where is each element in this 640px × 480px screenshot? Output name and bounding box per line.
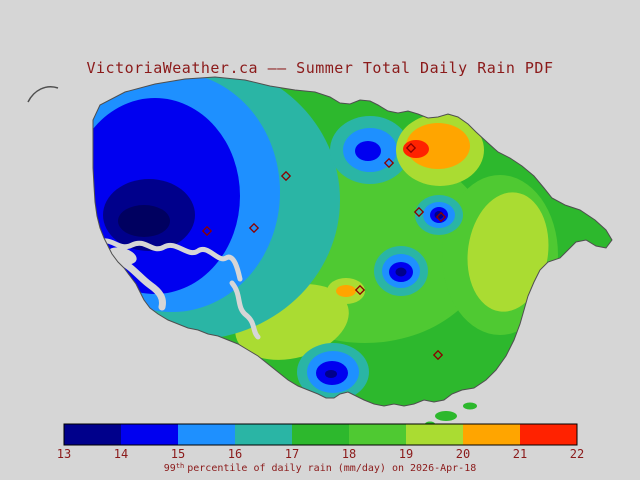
coastline-fragment	[27, 86, 59, 103]
island	[435, 411, 457, 421]
colorbar-tick: 19	[399, 447, 413, 461]
island	[463, 402, 477, 410]
colorbar-tick: 14	[114, 447, 128, 461]
station-marker	[248, 222, 260, 234]
colorbar-segment	[406, 424, 463, 445]
colorbar-segment	[292, 424, 349, 445]
colorbar-tick: 22	[570, 447, 584, 461]
colorbar-segment	[349, 424, 406, 445]
contour-band	[467, 192, 549, 312]
inlet-waterway	[93, 238, 243, 282]
caption-number: 99	[164, 463, 176, 474]
colorbar-segment	[520, 424, 577, 445]
inlet-waterway	[229, 280, 261, 340]
colorbar-tick: 21	[513, 447, 527, 461]
contour-band	[336, 285, 356, 297]
colorbar-segment	[178, 424, 235, 445]
colorbar-caption: 99th percentile of daily rain (mm/day) on…	[164, 462, 476, 474]
page-title: VictoriaWeather.ca –– Summer Total Daily…	[86, 59, 553, 77]
contour-band	[118, 205, 170, 237]
colorbar-tick: 17	[285, 447, 299, 461]
caption-superscript: th	[176, 462, 184, 470]
stations-layer	[201, 142, 447, 361]
colorbar-segment	[463, 424, 520, 445]
station-marker	[201, 225, 213, 237]
contour-band	[355, 141, 381, 161]
colorbar-border	[63, 423, 578, 446]
contour-band	[406, 123, 470, 169]
colorbar-tick: 13	[57, 447, 71, 461]
colorbar-ticks: 13 14 15 16 17 18 19 20 21 22	[57, 447, 584, 461]
colorbar-segment	[121, 424, 178, 445]
station-marker	[354, 284, 366, 296]
station-marker	[405, 142, 417, 154]
station-marker	[435, 211, 447, 223]
contour-band	[395, 267, 407, 277]
contour-band	[325, 370, 337, 378]
colorbar-segment	[235, 424, 292, 445]
inlet-waterways	[93, 238, 261, 340]
colorbar-tick: 16	[228, 447, 242, 461]
station-marker	[432, 349, 444, 361]
colorbar-segment	[64, 424, 121, 445]
station-marker	[280, 170, 292, 182]
colorbar	[63, 423, 578, 446]
caption-rest: percentile of daily rain (mm/day) on 202…	[187, 463, 476, 474]
colorbar-tick: 20	[456, 447, 470, 461]
colorbar-tick: 15	[171, 447, 185, 461]
station-marker	[383, 157, 395, 169]
station-marker	[413, 206, 425, 218]
colorbar-tick: 18	[342, 447, 356, 461]
inlet-waterway	[114, 256, 166, 311]
